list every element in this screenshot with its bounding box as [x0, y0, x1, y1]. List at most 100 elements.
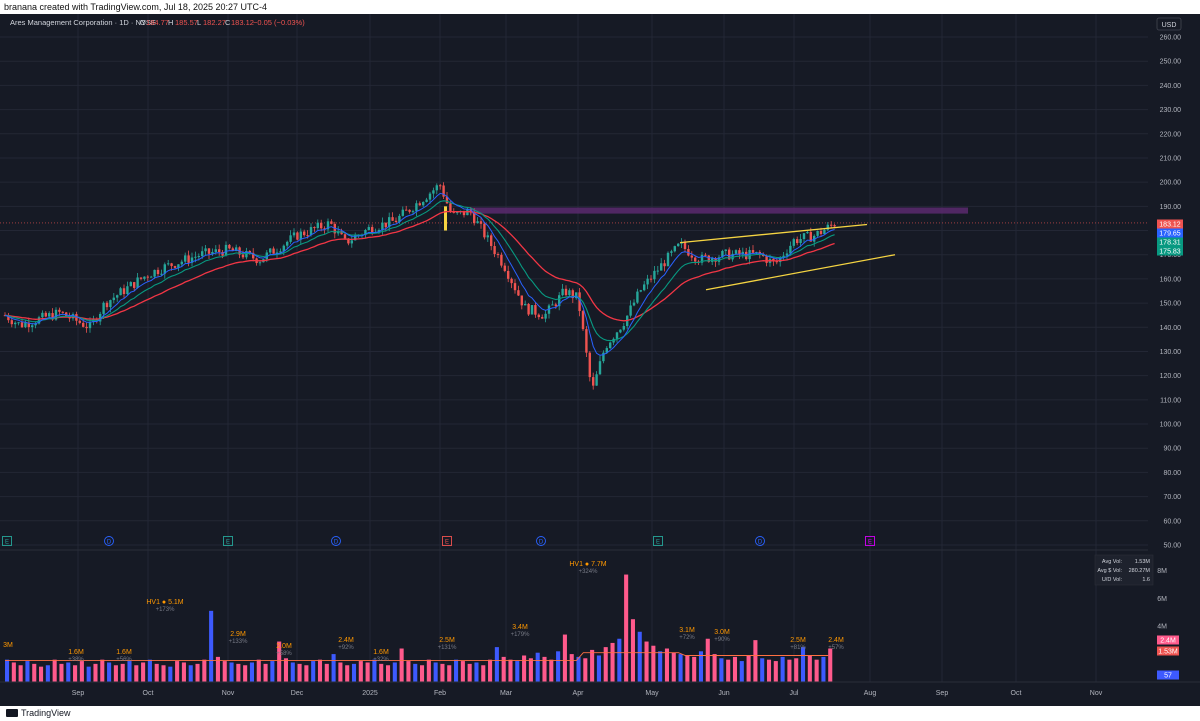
volume-bar [317, 659, 323, 682]
price-tick-label: 240.00 [1160, 83, 1182, 90]
volume-bar [535, 652, 540, 682]
volume-annotation: HV1 ● 5.1M+173% [146, 599, 183, 613]
price-tick-label: 80.00 [1163, 470, 1181, 477]
candle-body [102, 302, 105, 314]
candle-body [694, 257, 697, 262]
candle-body [279, 251, 282, 253]
volume-bar [603, 647, 608, 682]
candle-body [469, 209, 472, 213]
candle-body [629, 305, 632, 316]
volume-bar [624, 574, 629, 682]
price-tick-label: 160.00 [1160, 276, 1182, 283]
volume-right-label-text: 1.53M [1158, 649, 1178, 656]
candle-body [581, 311, 585, 330]
legend-close-label: C [225, 18, 231, 27]
volume-bar [385, 665, 391, 682]
volume-bar [685, 655, 690, 682]
candle-body [272, 248, 275, 254]
volume-bar [732, 656, 738, 682]
currency-badge[interactable]: USD [1156, 17, 1182, 31]
candle-body [14, 322, 17, 325]
candle-body [571, 290, 574, 299]
candle-body [724, 249, 727, 251]
volume-bar [800, 647, 806, 682]
candle-body [7, 315, 10, 321]
candle-body [88, 322, 92, 329]
volume-bar [678, 654, 683, 682]
volume-bar [52, 659, 57, 682]
volume-bar [168, 666, 173, 682]
volume-bar [739, 661, 744, 682]
moving-averages [4, 192, 835, 356]
volume-bar [719, 658, 724, 682]
volume-annotation: 2.4M+92% [338, 637, 354, 651]
legend-high-value: 185.57 [175, 18, 198, 27]
volume-bar [671, 652, 676, 682]
volume-bar [5, 659, 10, 682]
volume-bar [549, 659, 554, 682]
channel-lower-line [705, 254, 896, 291]
time-tick-label: Jul [790, 690, 799, 697]
candle-body [714, 258, 717, 262]
resistance-zone [0, 207, 1148, 224]
candle-body [133, 282, 136, 288]
event-marker: E [865, 536, 875, 546]
volume-annotation-value: 2.9M [230, 631, 246, 638]
candle-body [143, 276, 146, 279]
price-tick-label: 130.00 [1160, 349, 1182, 356]
volume-bar [705, 638, 710, 682]
price-tick-label: 250.00 [1160, 59, 1182, 66]
candle-body [119, 288, 122, 296]
volume-bar [753, 640, 758, 682]
volume-bar [277, 641, 282, 682]
volume-bar [283, 658, 289, 682]
candle-body [462, 210, 466, 216]
volume-bar [256, 659, 261, 682]
volume-bar [576, 656, 581, 682]
candle-body [435, 185, 438, 191]
candle-body [690, 255, 693, 258]
time-tick-label: Apr [573, 690, 585, 697]
candle-body [78, 320, 81, 323]
volume-annotation: 3.1M+72% [679, 627, 695, 641]
event-marker: E [442, 536, 452, 546]
volume-bar [828, 648, 833, 682]
price-tick-label: 260.00 [1160, 35, 1182, 42]
price-tick-label: 110.00 [1160, 397, 1181, 404]
price-tick-label: 60.00 [1163, 518, 1181, 525]
time-axis: Sep Oct Nov Dec 2025 Feb Mar Apr May Jun Jul Aug Sep… [0, 681, 1200, 697]
volume-bar [787, 659, 792, 682]
event-marker-label: E [445, 540, 449, 546]
candle-body [197, 256, 200, 258]
volume-right-label-text: 57 [1164, 673, 1172, 680]
candle-body [809, 231, 812, 242]
volume-bar [358, 661, 363, 682]
volume-bar [100, 659, 105, 682]
tradingview-logo[interactable]: TradingView [6, 708, 71, 718]
candle-body [479, 221, 483, 224]
candle-body [415, 203, 418, 212]
volume-bar [760, 658, 765, 682]
candle-body [330, 221, 333, 224]
volume-bar [290, 662, 295, 682]
dividend-marker-icon [331, 536, 341, 546]
candle-body [126, 286, 129, 295]
candle-body [731, 253, 734, 260]
volume-bar [107, 662, 112, 682]
candle-body [187, 255, 190, 263]
volume-tick-label: 4M [1157, 624, 1167, 631]
grid-lines [0, 14, 1148, 682]
volume-bar [66, 662, 71, 682]
volume-bar [195, 663, 200, 682]
volume-bar [113, 665, 118, 682]
candle-body [207, 248, 211, 254]
price-label: 179.65 [1157, 228, 1183, 238]
volume-annotation-value: 3.0M [714, 629, 730, 636]
volume-annotation-pct: +133% [229, 639, 249, 645]
volume-bar [331, 654, 336, 682]
candle-body [173, 266, 177, 268]
candle-body [639, 290, 642, 292]
candle-body [578, 292, 581, 312]
